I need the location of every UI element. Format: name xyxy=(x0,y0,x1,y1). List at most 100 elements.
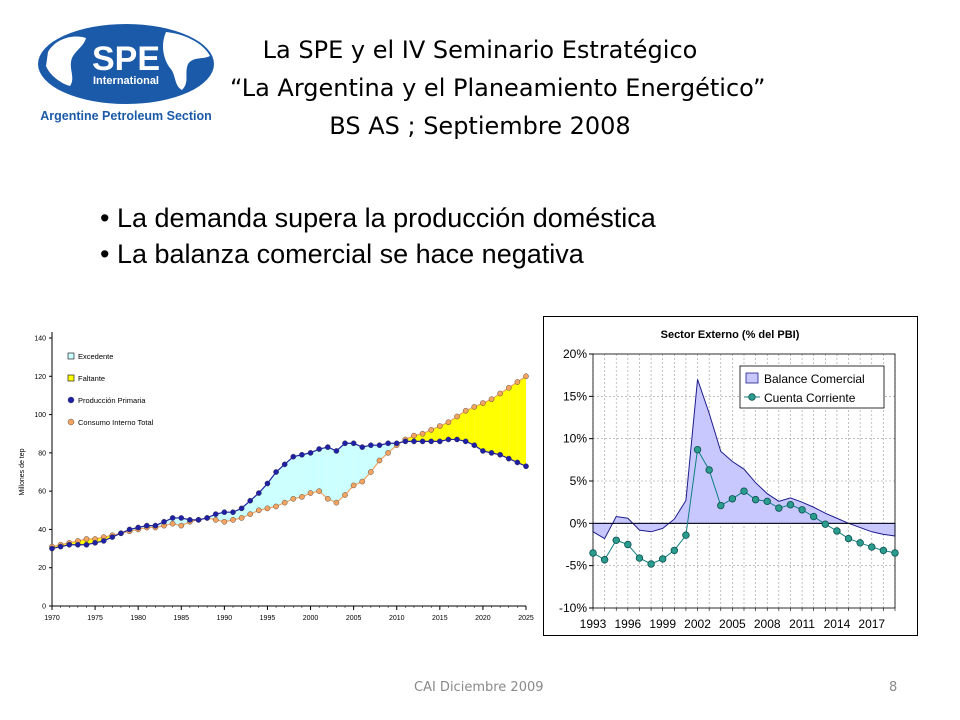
energy-balance-chart: 0 20 40 60 80 100 120 140 1970 1975 1980 1985 1990 19… xyxy=(19,332,534,622)
consumo-interno-point xyxy=(462,407,469,414)
consumo-interno-point xyxy=(273,503,279,510)
excedente-fill xyxy=(319,447,328,499)
slide-title-line-1: La SPE y el IV Seminario Estratégico xyxy=(262,36,698,64)
x-tick-label: 1999 xyxy=(649,617,676,631)
consumo-interno-point xyxy=(445,419,452,426)
consumo-interno-point xyxy=(230,517,236,523)
consumo-interno-point xyxy=(385,450,391,456)
legend-label: Excedente xyxy=(78,352,113,361)
produccion-primaria-point xyxy=(385,440,391,447)
produccion-primaria-point xyxy=(264,480,271,487)
consumo-interno-point xyxy=(307,490,314,496)
produccion-primaria-point xyxy=(273,469,279,475)
cuenta-corriente-point xyxy=(809,512,818,521)
bullet-item: • La demanda supera la producción domést… xyxy=(100,203,656,233)
consumo-interno-point xyxy=(238,515,245,521)
produccion-primaria-point xyxy=(49,545,55,552)
produccion-primaria-point xyxy=(83,541,90,548)
produccion-primaria-point xyxy=(376,442,383,448)
spe-logo: SPE International Argentine Petroleum Se… xyxy=(38,24,214,123)
consumo-interno-point xyxy=(514,379,521,385)
produccion-primaria-point xyxy=(488,450,495,456)
x-tick-label: 2025 xyxy=(518,615,534,622)
produccion-primaria-point xyxy=(212,511,219,517)
faltante-fill xyxy=(508,382,518,463)
cuenta-corriente-point xyxy=(705,466,713,474)
x-tick-label: 1970 xyxy=(44,615,60,622)
y-tick-label: 20% xyxy=(563,347,587,361)
consumo-interno-point xyxy=(350,482,357,489)
x-tick-label: 2010 xyxy=(389,615,405,622)
cuenta-corriente-point xyxy=(612,536,620,544)
produccion-primaria-point xyxy=(281,461,288,468)
produccion-primaria-point xyxy=(437,438,443,445)
cuenta-corriente-point xyxy=(868,543,876,551)
produccion-primaria-point xyxy=(66,541,73,548)
y-tick-label: 10% xyxy=(563,432,587,446)
cuenta-corriente-point xyxy=(647,560,655,568)
legend-label: Faltante xyxy=(78,374,105,383)
x-tick-label: 2011 xyxy=(789,617,815,631)
produccion-primaria-point xyxy=(75,541,81,548)
produccion-primaria-point xyxy=(247,497,254,504)
y-tick-label: 15% xyxy=(563,389,587,403)
legend-swatch xyxy=(745,372,759,384)
produccion-primaria-point xyxy=(514,459,521,466)
produccion-primaria-point xyxy=(238,505,245,512)
excedente-fill xyxy=(276,464,285,507)
y-tick-label: 60 xyxy=(38,489,46,496)
y-tick-label: 100 xyxy=(34,412,46,419)
consumo-interno-point xyxy=(411,432,417,439)
legend-swatch xyxy=(67,374,75,382)
x-tick-label: 1995 xyxy=(260,615,276,622)
bullet-text: La demanda supera la producción doméstic… xyxy=(116,203,656,233)
x-tick-label: 1975 xyxy=(87,615,103,622)
produccion-primaria-point xyxy=(118,530,124,537)
legend-box xyxy=(739,365,885,409)
produccion-primaria-point xyxy=(497,451,503,458)
produccion-primaria-point xyxy=(221,509,228,515)
produccion-primaria-point xyxy=(230,509,236,515)
produccion-primaria-point xyxy=(178,515,185,521)
excedente-fill xyxy=(310,449,320,494)
y-axis-label: Millones de tep xyxy=(19,448,26,495)
page-number: 8 xyxy=(889,680,898,695)
consumo-interno-point xyxy=(324,495,331,502)
consumo-interno-point xyxy=(256,507,262,514)
excedente-fill xyxy=(370,445,380,472)
cuenta-corriente-point xyxy=(786,501,795,509)
legend-marker xyxy=(748,393,756,401)
produccion-primaria-point xyxy=(471,442,478,448)
slide-title-line-2: “La Argentina y el Planeamiento Energéti… xyxy=(230,74,766,102)
cuenta-corriente-point xyxy=(775,504,783,512)
logo-section-text: Argentine Petroleum Section xyxy=(40,109,212,123)
bullet-item: • La balanza comercial se hace negativa xyxy=(100,239,584,269)
produccion-primaria-point xyxy=(290,453,297,460)
produccion-primaria-point xyxy=(204,515,210,521)
cuenta-corriente-point xyxy=(856,539,864,547)
x-tick-label: 2002 xyxy=(684,617,711,631)
logo-main-text: SPE xyxy=(92,40,160,78)
y-tick-label: 0 xyxy=(42,604,46,611)
produccion-primaria-point xyxy=(402,438,409,445)
consumo-interno-point xyxy=(290,495,297,502)
produccion-primaria-point xyxy=(505,455,512,462)
consumo-interno-point xyxy=(376,457,383,464)
consumo-interno-point xyxy=(299,494,305,500)
consumo-interno-point xyxy=(454,413,460,420)
bullet-list: • La demanda supera la producción domést… xyxy=(100,200,656,272)
y-tick-label: 40 xyxy=(38,527,46,534)
faltante-fill xyxy=(465,406,475,446)
cuenta-corriente-point xyxy=(717,501,725,510)
excedente-fill xyxy=(301,452,311,497)
cuenta-corriente-point xyxy=(658,555,667,563)
footer-text: CAI Diciembre 2009 xyxy=(414,680,544,695)
slide-title-line-3: BS AS ; Septiembre 2008 xyxy=(329,112,631,140)
cuenta-corriente-point xyxy=(751,495,760,504)
y-tick-label: -5% xyxy=(566,559,588,573)
external-sector-chart: Sector Externo (% del PBI) -10% -5% 0% 5% 10%… xyxy=(543,316,918,636)
consumo-interno-point xyxy=(488,396,495,403)
produccion-primaria-point xyxy=(393,440,400,447)
cuenta-corriente-point xyxy=(798,506,806,514)
x-tick-label: 2020 xyxy=(475,615,491,622)
